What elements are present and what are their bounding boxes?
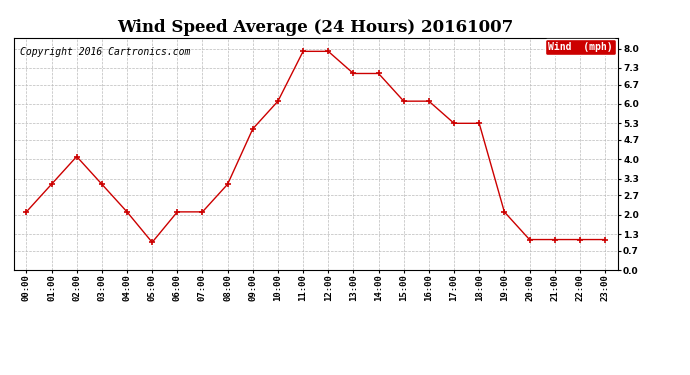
Title: Wind Speed Average (24 Hours) 20161007: Wind Speed Average (24 Hours) 20161007: [117, 19, 514, 36]
Text: Copyright 2016 Cartronics.com: Copyright 2016 Cartronics.com: [20, 47, 190, 57]
Legend: Wind  (mph): Wind (mph): [545, 39, 615, 55]
